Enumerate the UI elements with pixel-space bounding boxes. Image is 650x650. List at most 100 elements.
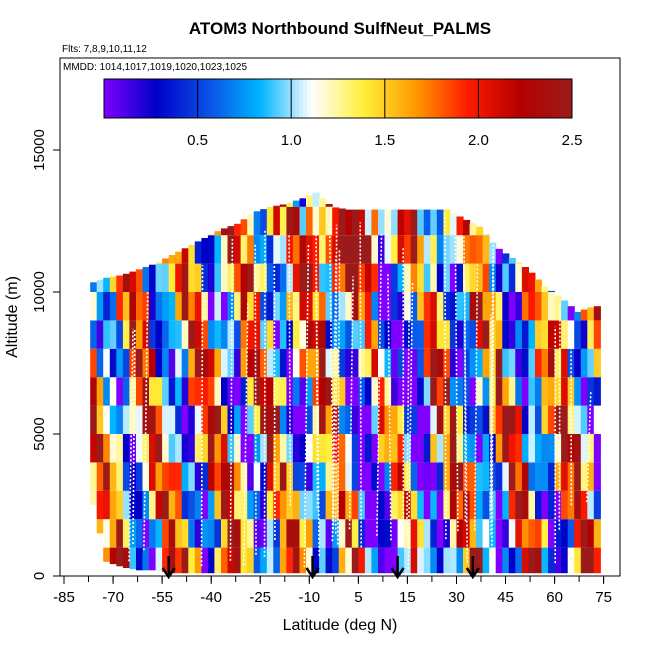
- heatmap-cell: [338, 292, 346, 321]
- heatmap-cell: [234, 263, 242, 292]
- heatmap-cell: [580, 547, 588, 574]
- colorbar-swatch: [326, 79, 331, 118]
- heatmap-cell: [129, 292, 137, 321]
- heatmap-cell: [90, 320, 98, 349]
- heatmap-cell: [515, 377, 523, 406]
- heatmap-cell: [482, 462, 490, 491]
- heatmap-cell: [587, 519, 595, 548]
- heatmap-cell: [521, 519, 529, 548]
- heatmap-cell: [227, 235, 235, 264]
- heatmap-cell: [319, 206, 327, 236]
- heatmap-cell: [430, 547, 438, 574]
- heatmap-cell: [587, 434, 595, 463]
- heatmap-cell: [587, 547, 595, 574]
- heatmap-cell: [103, 277, 111, 292]
- heatmap-cell: [528, 348, 536, 378]
- heatmap-cell: [423, 462, 431, 491]
- heatmap-cell: [548, 462, 556, 491]
- heatmap-cell: [168, 434, 176, 463]
- colorbar-swatch: [174, 79, 179, 118]
- heatmap-cell: [463, 320, 471, 349]
- heatmap-cell: [286, 519, 294, 548]
- heatmap-cell: [593, 348, 601, 378]
- heatmap-cell: [116, 519, 124, 548]
- heatmap-cell: [207, 377, 215, 406]
- heatmap-cell: [155, 292, 163, 321]
- heatmap-cell: [162, 292, 170, 321]
- heatmap-cell: [299, 377, 307, 406]
- heatmap-cell: [364, 292, 372, 321]
- colorbar-swatch: [119, 79, 124, 118]
- heatmap-cell: [371, 434, 379, 463]
- y-axis: 0 5000 10000 15000: [31, 129, 60, 580]
- heatmap-cell: [443, 209, 451, 236]
- heatmap-cell: [502, 253, 510, 264]
- colorbar-swatch: [193, 79, 198, 118]
- heatmap-cell: [482, 405, 490, 434]
- heatmap-cell: [247, 320, 255, 349]
- colorbar-swatch: [322, 79, 327, 118]
- heatmap-cell: [593, 462, 601, 491]
- colorbar-swatch: [143, 79, 148, 118]
- heatmap-cell: [449, 434, 457, 463]
- heatmap-cell: [554, 462, 562, 491]
- heatmap-cell: [430, 405, 438, 434]
- heatmap-cell: [528, 519, 536, 548]
- heatmap-cell: [122, 547, 130, 568]
- heatmap-cell: [90, 348, 98, 378]
- heatmap-cell: [554, 377, 562, 406]
- heatmap-cell: [351, 519, 359, 548]
- flight-track: [315, 232, 319, 509]
- heatmap-cell: [253, 547, 261, 574]
- heatmap-cell: [306, 377, 314, 406]
- heatmap-cell: [521, 462, 529, 491]
- colorbar-swatch: [564, 79, 569, 118]
- heatmap-cell: [378, 434, 386, 463]
- heatmap-cell: [149, 547, 157, 571]
- heatmap-cell: [299, 547, 307, 574]
- heatmap-cell: [397, 462, 405, 491]
- heatmap-cell: [260, 320, 268, 349]
- heatmap-cell: [521, 547, 529, 574]
- heatmap-cell: [345, 320, 353, 349]
- heatmap-cell: [364, 519, 372, 548]
- heatmap-cell: [188, 348, 196, 378]
- heatmap-cell: [410, 320, 418, 349]
- heatmap-cell: [404, 209, 412, 236]
- heatmap-cell: [240, 519, 248, 548]
- heatmap-cell: [181, 547, 189, 574]
- heatmap-cell: [325, 405, 333, 434]
- heatmap-cell: [430, 348, 438, 378]
- heatmap-cell: [175, 251, 183, 264]
- heatmap-cell: [129, 547, 137, 570]
- colorbar-swatch: [295, 79, 300, 118]
- heatmap-cell: [240, 235, 248, 264]
- heatmap-cell: [567, 519, 575, 548]
- heatmap-cell: [351, 462, 359, 491]
- colorbar-swatch: [400, 79, 405, 118]
- heatmap-cell: [155, 462, 163, 491]
- heatmap-cell: [168, 292, 176, 321]
- heatmap-cell: [495, 377, 503, 406]
- heatmap-cell: [207, 235, 215, 264]
- heatmap-cell: [469, 405, 477, 434]
- heatmap-cell: [214, 320, 222, 349]
- heatmap-cell: [194, 263, 202, 292]
- heatmap-cell: [345, 263, 353, 292]
- heatmap-cell: [371, 235, 379, 264]
- heatmap-cell: [201, 377, 209, 406]
- heatmap-cell: [456, 263, 464, 292]
- colorbar-swatch: [178, 79, 183, 118]
- heatmap-cell: [423, 547, 431, 574]
- colorbar-swatch: [377, 79, 382, 118]
- heatmap-cell: [456, 235, 464, 264]
- heatmap-cell: [247, 519, 255, 548]
- colorbar-swatch: [447, 79, 452, 118]
- heatmap-cell: [384, 209, 392, 236]
- heatmap-cell: [463, 219, 471, 236]
- x-tick-label: 15: [399, 589, 416, 606]
- heatmap-cell: [443, 377, 451, 406]
- heatmap-cell: [116, 434, 124, 463]
- heatmap-cell: [129, 434, 137, 463]
- heatmap-cell: [279, 235, 287, 264]
